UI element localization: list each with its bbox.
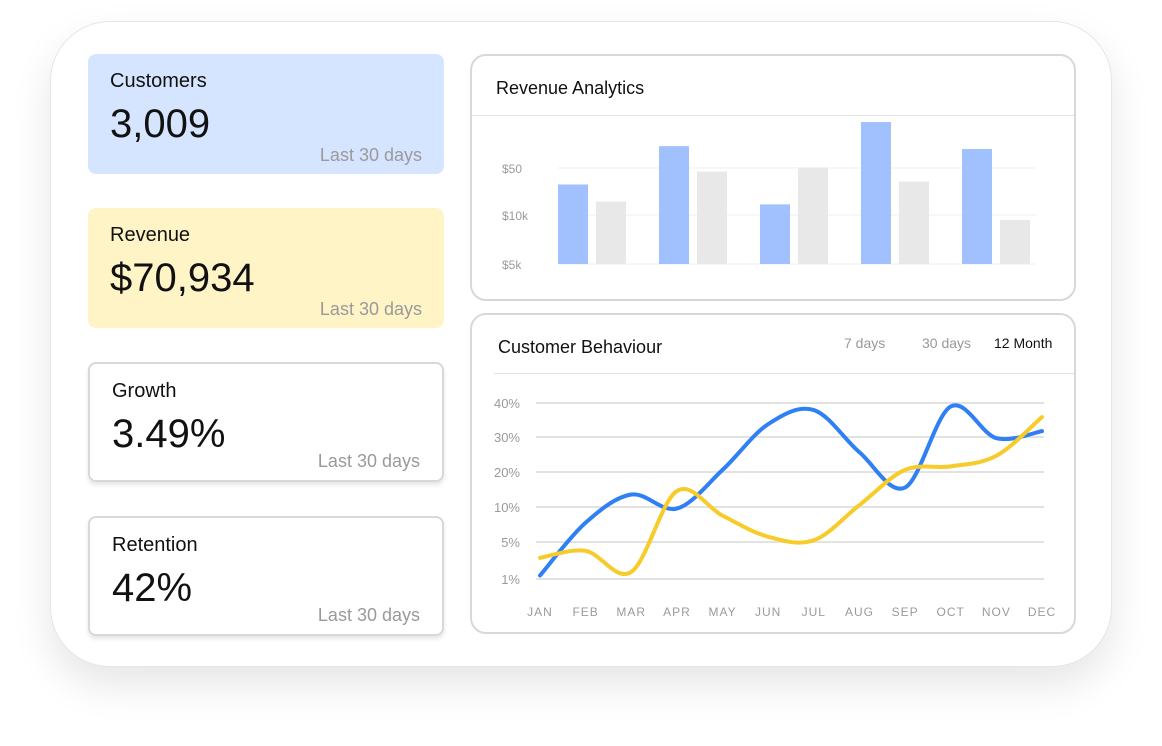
month-label: JUL (802, 605, 826, 619)
month-label: OCT (937, 605, 965, 619)
panel-title: Revenue Analytics (496, 78, 645, 98)
card-period: Last 30 days (319, 145, 422, 165)
revenue-bar (899, 181, 929, 264)
customer-series-blue-line (538, 403, 1044, 578)
card-label: Revenue (110, 224, 191, 246)
line-y-tick-label: 10% (494, 500, 520, 515)
card-period: Last 30 days (319, 299, 422, 319)
line-y-tick-label: 1% (501, 572, 520, 587)
bar-y-tick-label: $5k (502, 258, 522, 272)
revenue-bar (798, 167, 828, 264)
customers-card[interactable]: Customers 3,009 Last 30 days (88, 54, 444, 174)
revenue-bar (760, 204, 790, 264)
revenue-bar (659, 146, 689, 264)
panel-divider (472, 115, 1074, 116)
month-label: FEB (572, 605, 598, 619)
revenue-bar (596, 201, 626, 264)
revenue-bar (697, 171, 727, 264)
month-label: MAR (616, 605, 646, 619)
month-label: MAY (708, 605, 736, 619)
line-y-tick-label: 20% (494, 465, 520, 480)
month-label: DEC (1028, 605, 1056, 619)
tab-30-days[interactable]: 30 days (922, 335, 972, 351)
month-label: JUN (755, 605, 781, 619)
growth-card[interactable]: Growth 3.49% Last 30 days (88, 362, 444, 482)
revenue-analytics-panel: Revenue Analytics $5k $10k $50 (470, 54, 1076, 301)
line-y-tick-label: 40% (494, 396, 520, 411)
card-label: Retention (112, 534, 198, 556)
month-label: AUG (845, 605, 874, 619)
tab-12-month[interactable]: 12 Month (994, 335, 1053, 351)
bar-y-tick-label: $50 (502, 162, 522, 176)
revenue-bar (962, 148, 992, 264)
card-period: Last 30 days (317, 451, 420, 471)
bar-y-tick-label: $10k (502, 209, 529, 223)
customer-line-chart: 1% 5% 10% 20% 30% 40% JAN FEB MAR APR MAY JUN JUL AUG… (494, 396, 1056, 619)
customer-behaviour-panel: Customer Behaviour 7 days 30 days 12 Mon… (470, 313, 1076, 634)
retention-card[interactable]: Retention 42% Last 30 days (88, 516, 444, 636)
customer-series-yellow-line (538, 415, 1044, 576)
revenue-bar (1000, 219, 1030, 264)
tab-7-days[interactable]: 7 days (844, 335, 886, 351)
revenue-bar (861, 122, 891, 264)
line-y-tick-label: 5% (501, 535, 520, 550)
month-label: SEP (892, 605, 919, 619)
card-label: Customers (110, 70, 207, 92)
card-value: $70,934 (110, 256, 255, 300)
revenue-bar-chart: $5k $10k $50 (502, 122, 1036, 272)
line-y-tick-label: 30% (494, 430, 520, 445)
panel-title: Customer Behaviour (498, 337, 663, 357)
month-label: JAN (527, 605, 553, 619)
card-label: Growth (112, 380, 177, 402)
month-label: APR (663, 605, 691, 619)
month-label: NOV (982, 605, 1011, 619)
card-value: 3,009 (110, 102, 211, 146)
card-value: 42% (112, 566, 193, 610)
revenue-card[interactable]: Revenue $70,934 Last 30 days (88, 208, 444, 328)
revenue-bar (558, 184, 588, 264)
card-value: 3.49% (112, 412, 226, 456)
panel-divider (494, 373, 1074, 374)
card-period: Last 30 days (317, 605, 420, 625)
